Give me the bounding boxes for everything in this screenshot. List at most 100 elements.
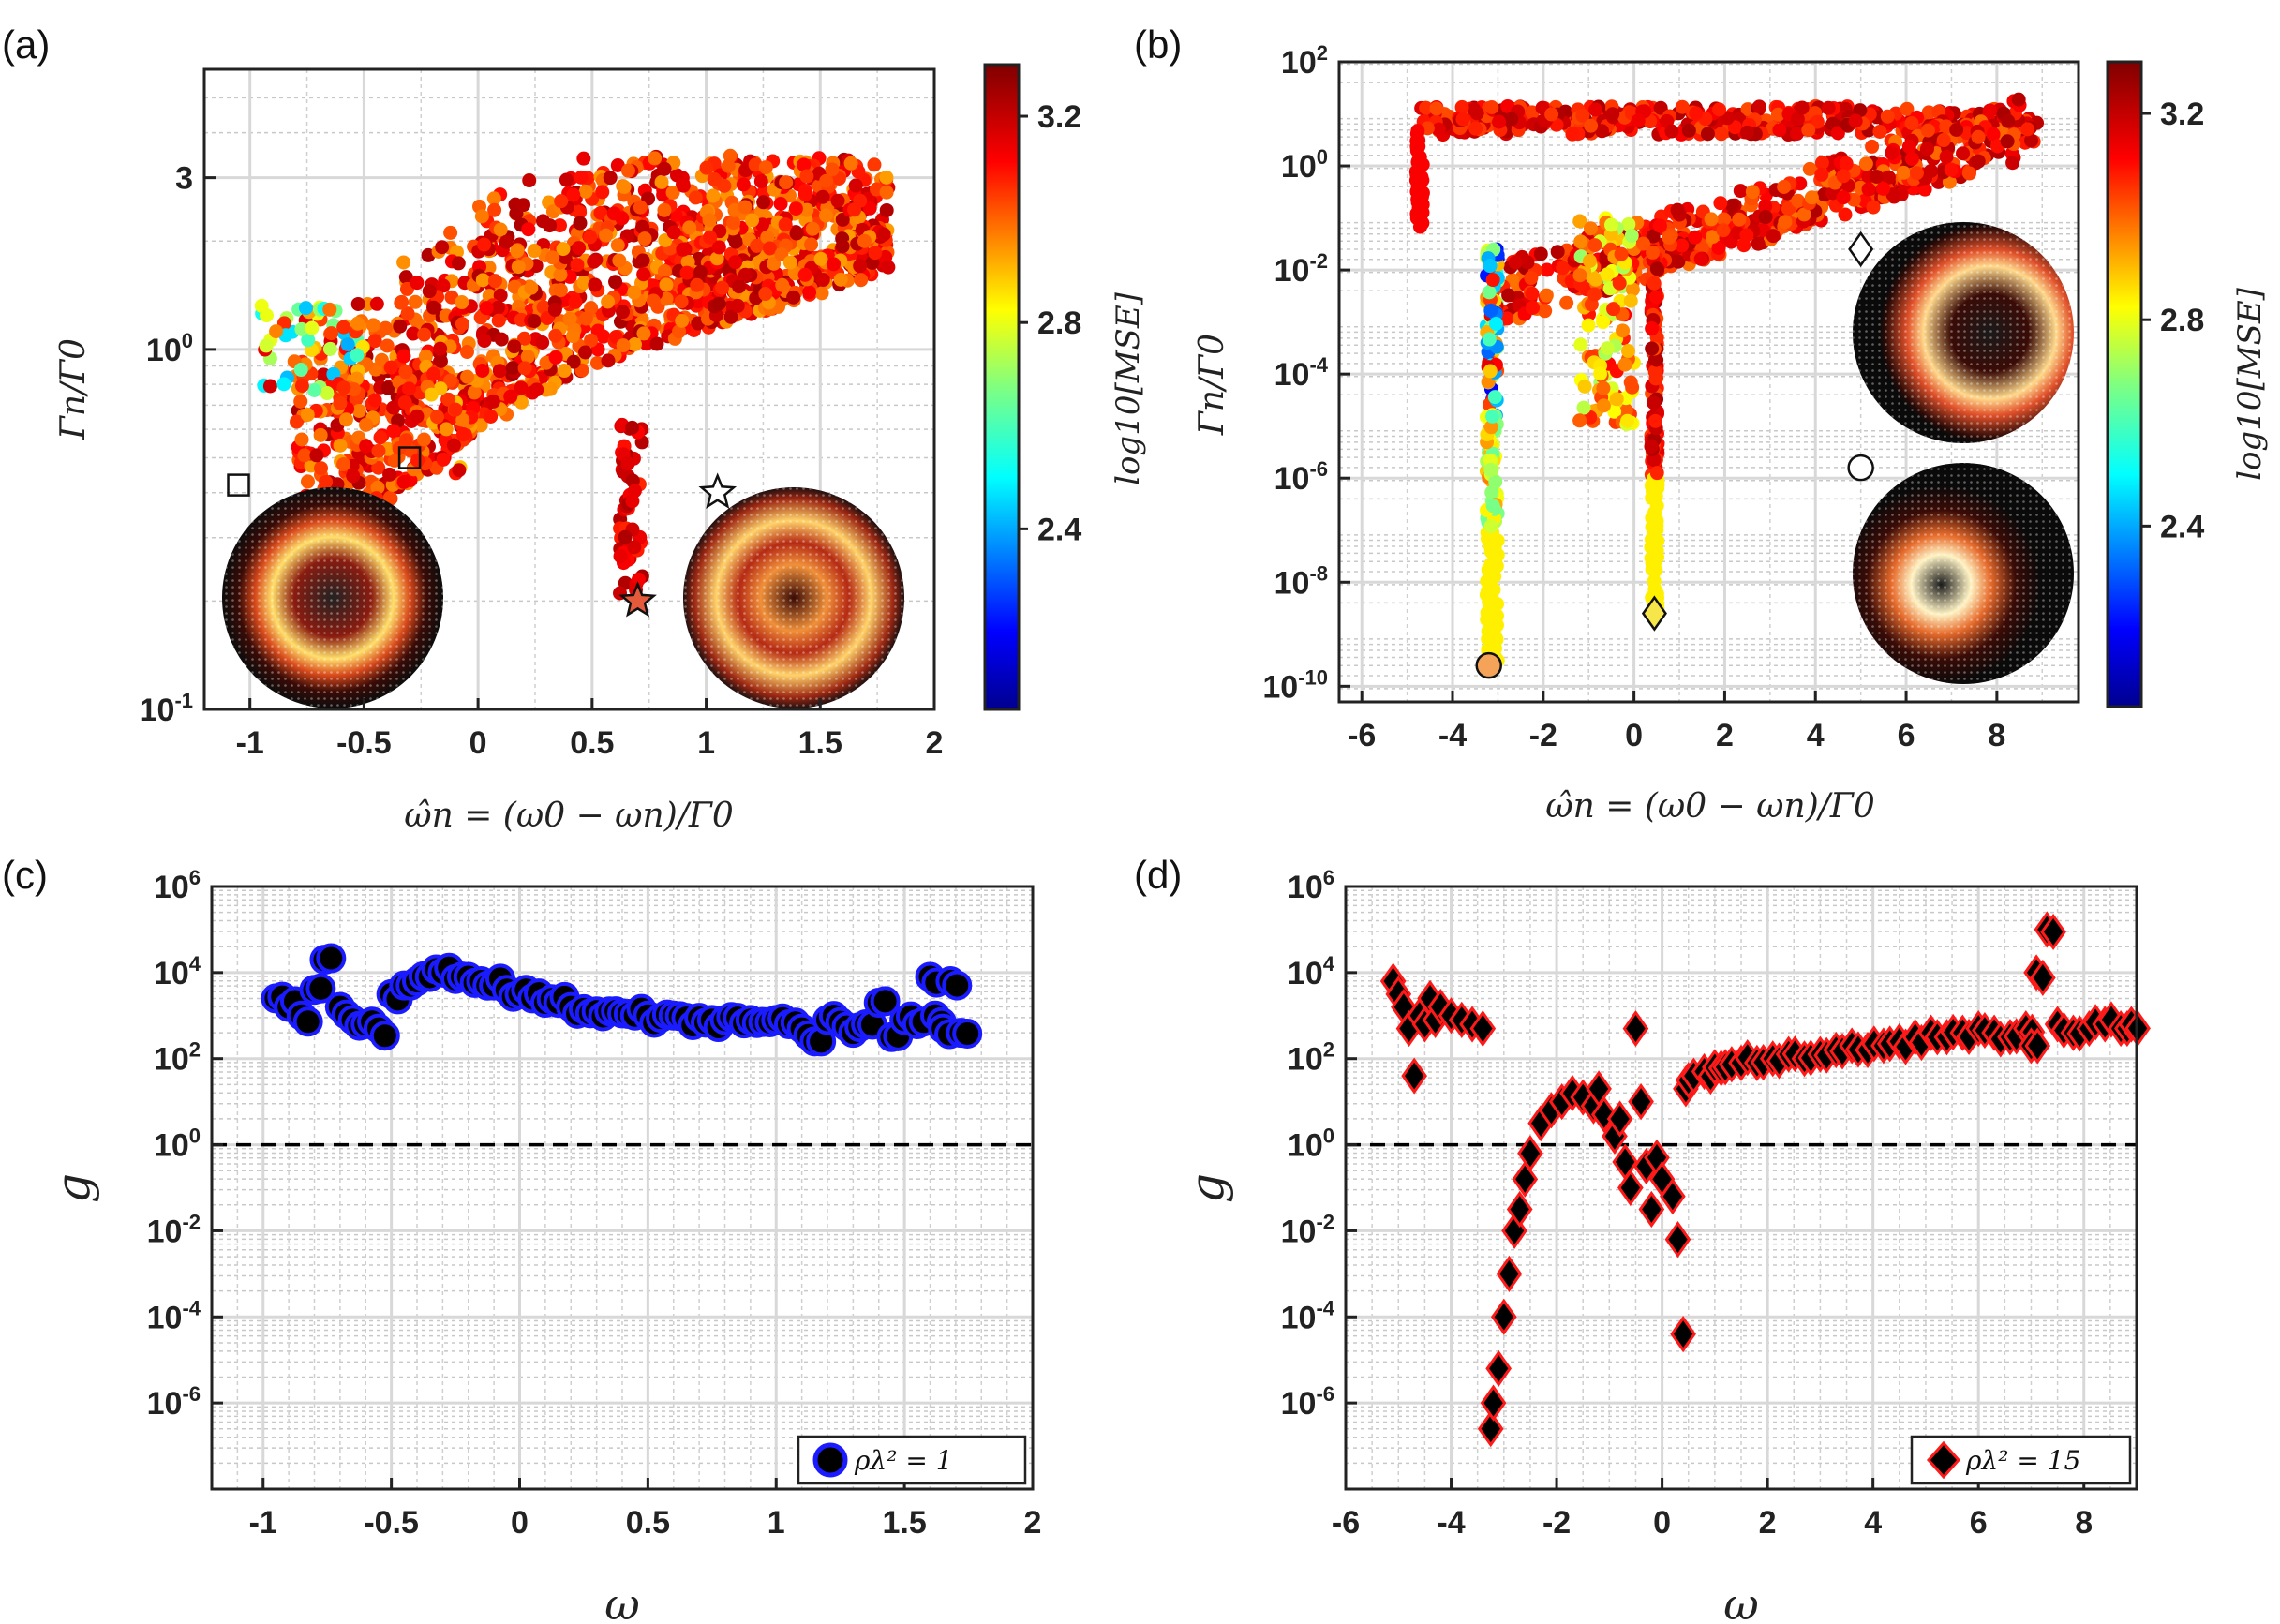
data-point: [1512, 1160, 1539, 1198]
data-point: [293, 363, 308, 378]
data-point: [1468, 121, 1483, 136]
data-point: [1717, 212, 1732, 227]
data-point: [797, 267, 812, 282]
panel-a-colorbar: [983, 63, 1021, 711]
data-point: [290, 414, 305, 429]
data-point: [853, 193, 868, 208]
data-point: [484, 409, 499, 424]
data-point: [676, 178, 691, 193]
data-point: [359, 439, 374, 454]
panel-c-frame: [210, 885, 1035, 1491]
data-point: [706, 188, 721, 203]
data-point: [1483, 259, 1498, 274]
data-point: [675, 313, 690, 328]
data-point: [338, 412, 353, 427]
data-point: [1751, 99, 1766, 114]
data-point: [659, 291, 674, 306]
data-point: [1483, 364, 1498, 379]
data-point: [830, 193, 845, 208]
data-point: [1638, 1190, 1665, 1229]
data-point: [1939, 149, 1954, 164]
data-point: [451, 256, 466, 271]
data-point: [709, 251, 724, 266]
data-point: [952, 1018, 983, 1049]
data-point: [657, 202, 672, 217]
data-point: [680, 254, 695, 269]
data-point: [1419, 100, 1434, 115]
data-point: [2024, 1027, 2051, 1065]
a-ytick-label: 3: [175, 161, 193, 197]
data-point: [758, 160, 773, 175]
data-point: [818, 208, 833, 223]
data-point: [1533, 246, 1548, 261]
data-point: [1904, 152, 1919, 167]
data-point: [382, 490, 397, 505]
data-point: [627, 540, 642, 555]
data-point: [1614, 246, 1629, 261]
b-ytick-label: 10-10: [1262, 665, 1328, 705]
data-point: [690, 277, 705, 292]
data-point: [380, 338, 395, 353]
data-point: [418, 349, 433, 364]
data-point: [566, 187, 581, 202]
data-point: [1576, 400, 1591, 415]
data-point: [1572, 214, 1587, 229]
data-point: [797, 186, 812, 201]
data-point: [1660, 1178, 1686, 1215]
data-point: [1618, 403, 1633, 418]
data-point: [459, 345, 474, 360]
data-point: [848, 178, 863, 193]
data-point: [562, 311, 577, 326]
data-point: [942, 970, 973, 1001]
data-point: [493, 222, 508, 237]
data-point: [1739, 228, 1754, 243]
data-point: [616, 338, 631, 353]
data-point: [430, 410, 445, 425]
data-point: [402, 381, 417, 396]
data-point: [728, 255, 743, 270]
colorbar-tick-label: 2.4: [1037, 512, 1081, 547]
data-point: [460, 369, 475, 384]
data-point: [370, 480, 385, 495]
data-point: [547, 302, 562, 317]
data-point: [1617, 357, 1632, 372]
d-ytick-label: 102: [1288, 1038, 1334, 1078]
data-point: [1409, 139, 1424, 154]
data-point: [635, 253, 650, 268]
data-point: [711, 240, 726, 255]
data-point: [1885, 145, 1900, 160]
data-point: [1581, 318, 1596, 333]
data-point: [517, 331, 532, 346]
data-point: [570, 258, 585, 273]
panel-b-colorbar-label: log10[MSE]: [2231, 287, 2269, 481]
data-point: [1483, 303, 1498, 318]
data-point: [350, 316, 365, 331]
data-point: [305, 973, 336, 1004]
data-point: [1693, 251, 1708, 266]
data-point: [1590, 1095, 1617, 1134]
data-point: [657, 161, 672, 176]
data-point: [371, 460, 386, 475]
data-point: [487, 202, 502, 217]
data-point: [726, 216, 741, 231]
panel-c-yticks: 10-6 10-4 10-2 100 102 104 106: [147, 866, 223, 1422]
data-point: [1583, 221, 1598, 236]
data-point: [294, 379, 309, 394]
data-point: [573, 216, 588, 231]
data-point: [1706, 230, 1721, 245]
data-point: [583, 230, 598, 245]
data-point: [707, 171, 722, 186]
data-point: [301, 333, 316, 348]
data-point: [572, 241, 587, 256]
data-point: [527, 244, 542, 259]
data-point: [1485, 499, 1500, 514]
data-point: [1836, 169, 1851, 184]
data-point: [1584, 118, 1599, 133]
panel-a-yticks: 10-1 100 3: [140, 161, 216, 728]
data-point: [1606, 1100, 1633, 1138]
d-xtick-label: -4: [1437, 1505, 1465, 1541]
data-point: [410, 453, 425, 468]
data-point: [1635, 236, 1650, 251]
data-point: [553, 283, 568, 298]
data-point: [1675, 238, 1690, 253]
